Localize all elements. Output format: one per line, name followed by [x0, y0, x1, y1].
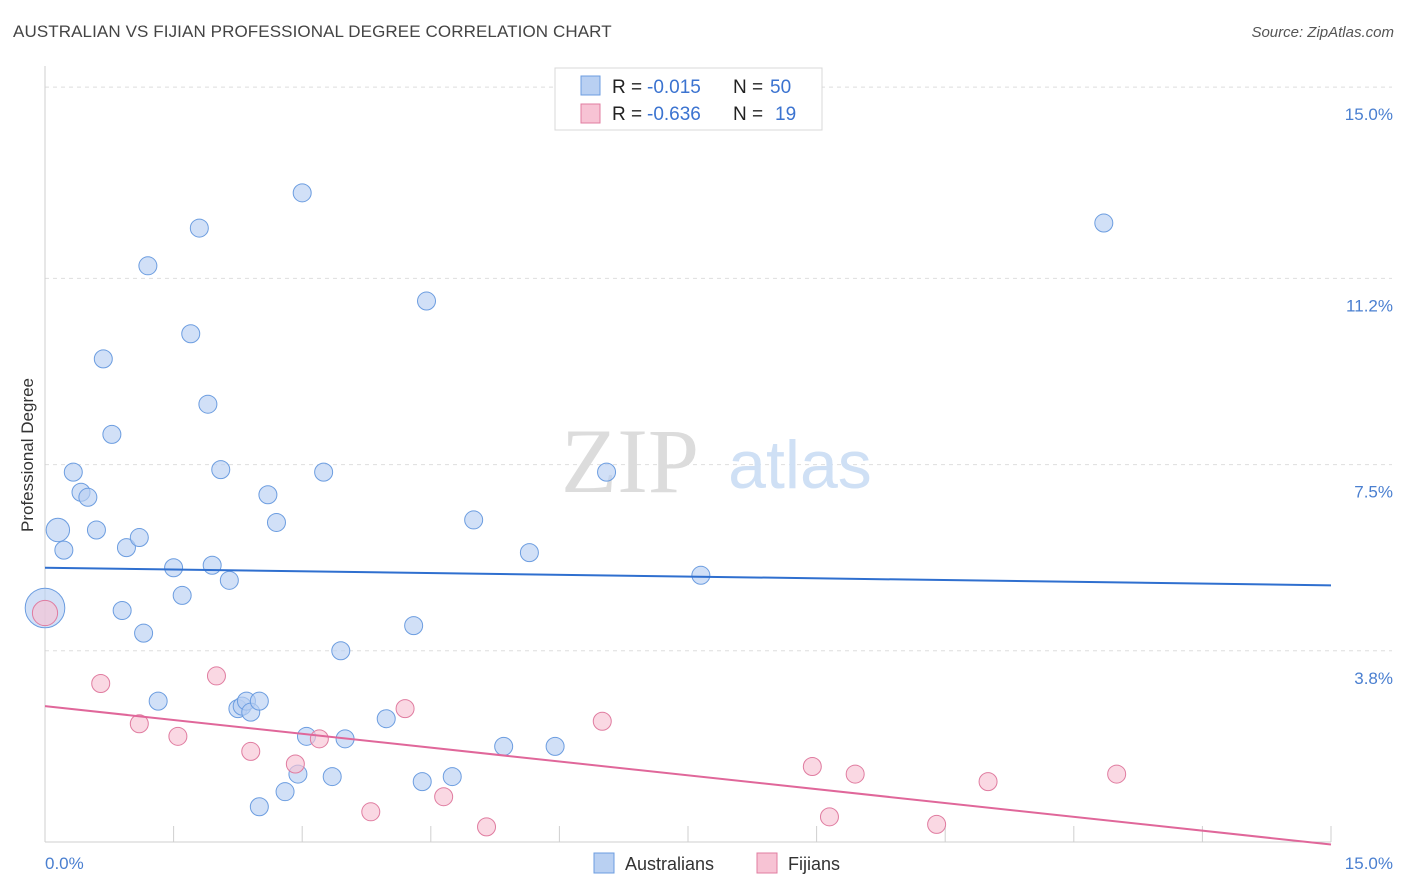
fijians-point	[1107, 764, 1127, 784]
australians-point	[417, 291, 437, 311]
fijians-point	[285, 754, 305, 774]
australians-point	[545, 736, 565, 756]
stats-legend: R = -0.015 N = 50 R = -0.636 N = 19	[554, 67, 823, 131]
fijians-trend-line	[44, 705, 1332, 846]
australians-point	[412, 772, 432, 792]
x-tick-label: 0.0%	[45, 854, 84, 873]
y-tick-label: 11.2%	[1346, 296, 1393, 315]
australians-point	[1094, 213, 1114, 233]
fijians-point	[168, 726, 188, 746]
australians-point	[691, 565, 711, 585]
fijians-point	[477, 817, 497, 837]
fijians-point	[91, 673, 111, 693]
legend-r-value-fijians: -0.636	[647, 104, 701, 125]
fijians-point	[819, 807, 839, 827]
bottom-legend-swatch-fijians	[756, 852, 778, 874]
series-legend: Australians Fijians	[593, 852, 840, 874]
fijians-point	[206, 666, 226, 686]
australians-point	[54, 540, 74, 560]
australians-point	[181, 324, 201, 344]
bottom-legend-label-australians: Australians	[625, 854, 714, 874]
y-tick-label: 3.8%	[1354, 669, 1393, 688]
australians-point	[597, 462, 617, 482]
australians-point	[86, 520, 106, 540]
x-tick-label: 15.0%	[1345, 854, 1393, 873]
australians-point	[314, 462, 334, 482]
bottom-legend-label-fijians: Fijians	[788, 854, 840, 874]
fijians-point	[802, 757, 822, 777]
fijians-point	[927, 814, 947, 834]
y-tick-label: 15.0%	[1345, 105, 1393, 124]
australians-trend-line	[44, 566, 1332, 587]
axes	[44, 66, 1332, 843]
australians-point	[249, 797, 269, 817]
legend-r-value-australians: -0.015	[647, 77, 701, 98]
australians-point	[148, 691, 168, 711]
australians-point	[116, 538, 136, 558]
australians-point	[404, 616, 424, 636]
grid-lines	[45, 86, 1392, 652]
fijians-point	[361, 802, 381, 822]
australians-point	[266, 512, 286, 532]
legend-swatch-australians	[580, 75, 601, 96]
trend-lines	[44, 566, 1332, 846]
australians-point	[202, 555, 222, 575]
australians-point	[258, 485, 278, 505]
watermark-atlas: atlas	[728, 427, 872, 503]
australians-point	[219, 570, 239, 590]
australians-point	[211, 460, 231, 480]
australians-point	[138, 256, 158, 276]
data-points	[24, 183, 1127, 837]
legend-n-label-fijians: N =	[733, 104, 763, 125]
legend-swatch-fijians	[580, 103, 601, 124]
australians-point	[519, 543, 539, 563]
legend-n-value-fijians: 19	[775, 104, 796, 125]
australians-point	[331, 641, 351, 661]
fijians-point	[241, 741, 261, 761]
australians-point	[112, 601, 132, 621]
australians-point	[292, 183, 312, 203]
fijians-point	[395, 699, 415, 719]
fijians-point	[309, 729, 329, 749]
fijians-point	[31, 599, 59, 627]
australians-point	[376, 709, 396, 729]
australians-point	[275, 782, 295, 802]
y-tick-label: 7.5%	[1354, 483, 1393, 502]
bottom-legend-swatch-australians	[593, 852, 615, 874]
fijians-point	[592, 711, 612, 731]
australians-point	[93, 349, 113, 369]
australians-point	[129, 528, 149, 548]
fijians-point	[434, 787, 454, 807]
australians-point	[63, 462, 83, 482]
australians-point	[102, 424, 122, 444]
legend-r-label-fijians: R =	[612, 104, 642, 125]
australians-point	[494, 736, 514, 756]
legend-n-label-australians: N =	[733, 77, 763, 98]
australians-point	[442, 767, 462, 787]
chart-title: AUSTRALIAN VS FIJIAN PROFESSIONAL DEGREE…	[13, 22, 612, 41]
australians-point	[172, 585, 192, 605]
tick-labels: 3.8% 7.5% 11.2% 15.0% 0.0% 15.0%	[45, 105, 1393, 873]
australians-point	[45, 517, 71, 543]
australians-point	[249, 691, 269, 711]
australians-point	[164, 558, 184, 578]
fijians-point	[978, 772, 998, 792]
legend-n-value-australians: 50	[770, 77, 791, 98]
fijians-point	[845, 764, 865, 784]
australians-point	[134, 623, 154, 643]
watermark-zip: ZIP	[561, 410, 699, 512]
australians-point	[464, 510, 484, 530]
australians-point	[189, 218, 209, 238]
australians-point	[78, 487, 98, 507]
australians-point	[322, 767, 342, 787]
watermark: ZIP atlas	[561, 410, 872, 512]
legend-r-label-australians: R =	[612, 77, 642, 98]
fijians-point	[129, 714, 149, 734]
source-label: Source: ZipAtlas.com	[1251, 24, 1394, 41]
australians-point	[198, 394, 218, 414]
